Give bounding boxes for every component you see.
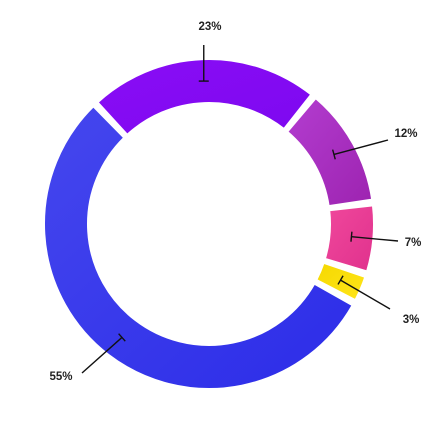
slice-label-0: 23% — [198, 21, 221, 33]
leader-line-3 — [340, 279, 391, 310]
slice-label-2: 7% — [405, 237, 422, 249]
donut-slice-3 — [314, 261, 367, 302]
donut-slice-1 — [285, 96, 374, 208]
donut-slices — [43, 58, 375, 390]
slice-labels: 23% 12% 7% 3% 55% — [49, 21, 421, 383]
slice-label-3: 3% — [403, 314, 420, 326]
slice-label-1: 12% — [394, 128, 417, 140]
leader-line-1 — [333, 139, 389, 156]
leader-lines — [81, 45, 399, 374]
leader-line-2 — [351, 236, 399, 242]
leader-tick-2 — [350, 231, 353, 242]
slice-label-4: 55% — [49, 371, 72, 383]
donut-slice-2 — [323, 204, 375, 273]
leader-tick-1 — [331, 149, 336, 160]
donut-slice-4 — [43, 104, 354, 390]
leader-tick-4 — [118, 333, 126, 342]
leader-tick-3 — [337, 275, 344, 285]
donut-slice-0 — [96, 58, 313, 137]
leader-line-4 — [81, 336, 123, 374]
